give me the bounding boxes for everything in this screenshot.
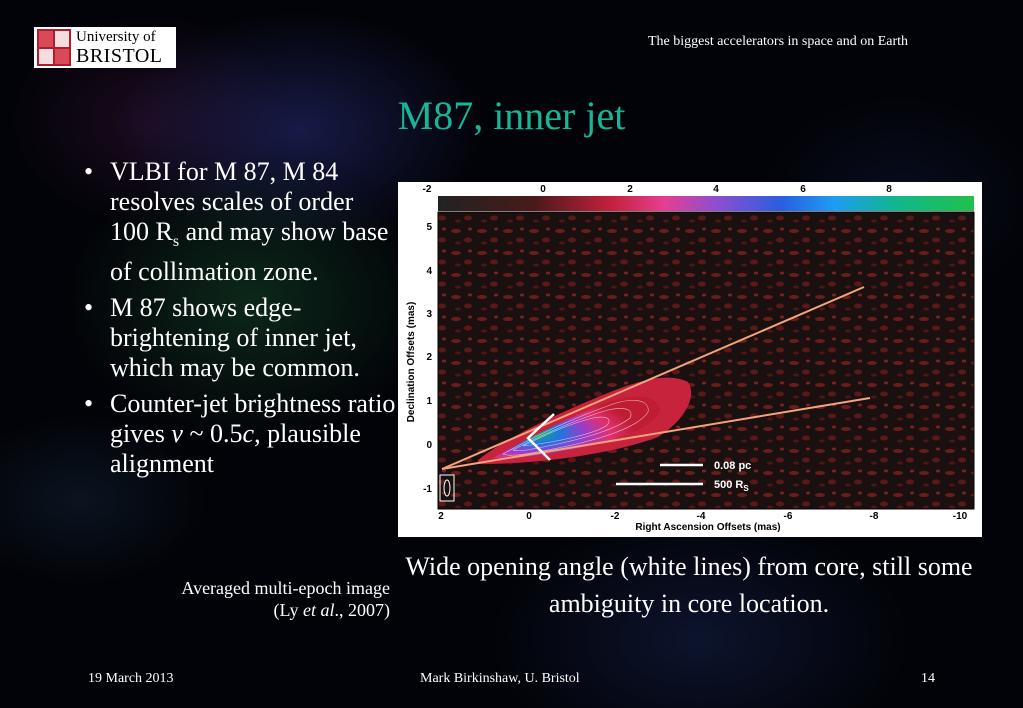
colorbar-tick-label: 8	[886, 184, 892, 195]
colorbar-tick-label: -2	[423, 184, 432, 195]
opening-angle-upper-line	[441, 286, 865, 470]
logo-text-line1: University of	[76, 28, 156, 45]
bullet-dot-icon: •	[84, 293, 94, 323]
bullet-item: • M 87 shows edge-brightening of inner je…	[84, 293, 360, 383]
plot-area	[438, 212, 974, 509]
x-tick-label: -10	[953, 511, 968, 522]
image-caption: Averaged multi-epoch image (Ly et al., 2…	[181, 578, 390, 620]
logo-text-line2: BRISTOL	[76, 44, 163, 67]
core-marker	[526, 413, 555, 461]
y-tick-label: 1	[426, 396, 432, 407]
x-axis-label: Right Ascension Offsets (mas)	[635, 522, 780, 533]
y-tick-label: 0	[426, 440, 432, 451]
y-tick-label: 5	[426, 222, 432, 233]
beam-ellipse	[443, 479, 451, 497]
university-logo: University of BRISTOL	[34, 27, 176, 68]
bullet-item: • Counter-jet brightness ratio gives v ~ …	[84, 389, 396, 479]
footer-author: Mark Birkinshaw, U. Bristol	[420, 671, 580, 686]
y-tick-label: -1	[423, 484, 432, 495]
bullet-list: • VLBI for M 87, M 84 resolves scales of …	[84, 157, 396, 485]
slide-title: M87, inner jet	[397, 93, 626, 138]
y-tick-label: 4	[426, 266, 432, 277]
colorbar	[438, 196, 974, 211]
figure-caption: Wide opening angle (white lines) from co…	[405, 552, 973, 618]
talk-title: The biggest accelerators in space and on…	[648, 34, 909, 49]
x-tick-label: -6	[784, 511, 793, 522]
colorbar-tick-label: 2	[627, 184, 633, 195]
bullet-dot-icon: •	[84, 157, 94, 186]
crest-icon	[37, 29, 71, 66]
y-axis-label: Declination Offsets (mas)	[406, 302, 417, 423]
scalebar-rs-label: 500 RS	[714, 479, 749, 493]
beam-box	[439, 474, 455, 502]
x-tick-label: -8	[870, 511, 879, 522]
y-tick-label: 2	[426, 352, 432, 363]
x-tick-label: 0	[526, 511, 532, 522]
y-tick-label: 3	[426, 309, 432, 320]
colorbar-tick-label: 0	[540, 184, 546, 195]
bullet-dot-icon: •	[84, 389, 94, 419]
footer-date: 19 March 2013	[88, 671, 174, 686]
x-tick-label: -2	[611, 511, 620, 522]
colorbar-tick-label: 6	[800, 184, 806, 195]
opening-angle-lower-line	[441, 397, 871, 470]
plot-frame	[437, 211, 975, 510]
colorbar-tick-label: 4	[713, 184, 719, 195]
scalebar-pc-label: 0.08 pc	[714, 460, 751, 472]
bullet-item: • VLBI for M 87, M 84 resolves scales of …	[84, 157, 389, 287]
x-tick-label: -4	[697, 511, 706, 522]
footer-page-number: 14	[921, 671, 935, 686]
vlbi-jet-image: 0.08 pc 500 RS Declination Offsets (mas)…	[398, 182, 982, 537]
x-tick-label: 2	[438, 511, 444, 522]
